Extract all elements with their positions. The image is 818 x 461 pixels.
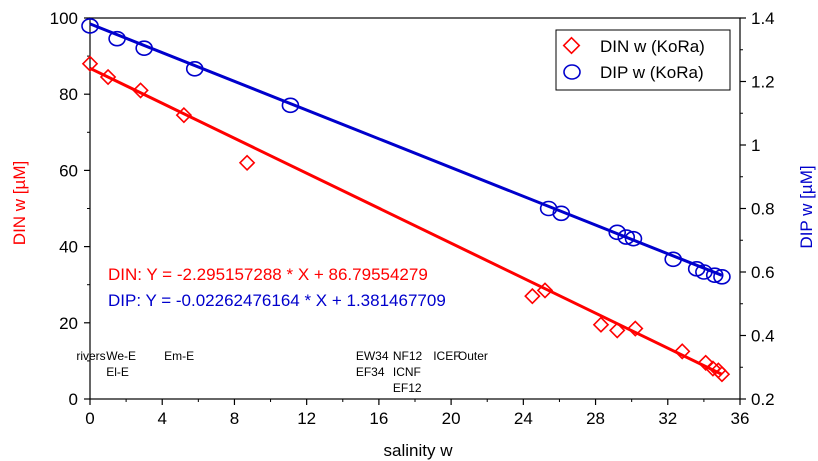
dip-point xyxy=(81,18,99,34)
dip-point xyxy=(695,264,713,280)
y-right-tick-label: 1.2 xyxy=(751,73,775,92)
region-label: rivers xyxy=(76,349,105,363)
y-left-tick-label: 0 xyxy=(69,390,78,409)
dip-point xyxy=(705,267,724,283)
dip-fit-line xyxy=(89,22,723,277)
din-point xyxy=(238,154,256,171)
x-tick-label: 0 xyxy=(85,409,94,428)
region-label-line: NF12 xyxy=(393,349,423,363)
region-label-line: ICEF xyxy=(433,349,460,363)
dip-point xyxy=(108,30,126,47)
din-point xyxy=(592,316,610,333)
dip-point xyxy=(135,40,153,56)
x-tick-label: 16 xyxy=(369,409,388,428)
legend-din-marker xyxy=(562,36,581,55)
x-tick-label: 32 xyxy=(658,409,677,428)
din-point xyxy=(697,354,714,372)
y-right-tick-label: 0.6 xyxy=(751,263,775,282)
dip-point xyxy=(617,229,636,245)
y-left-tick-label: 100 xyxy=(50,9,78,28)
y-right-tick-label: 0.2 xyxy=(751,390,775,409)
legend: DIN w (KoRa) DIP w (KoRa) xyxy=(555,29,731,91)
x-tick-label: 20 xyxy=(442,409,461,428)
y-right-tick-label: 0.4 xyxy=(751,327,775,346)
y-left-tick-label: 40 xyxy=(59,238,78,257)
region-label: Outer xyxy=(458,349,488,363)
region-label-line: EF12 xyxy=(393,381,422,395)
region-label-line: El-E xyxy=(106,365,129,379)
dip-point xyxy=(624,230,643,247)
dip-point xyxy=(664,251,682,268)
x-tick-label: 28 xyxy=(586,409,605,428)
region-label-line: Outer xyxy=(458,349,488,363)
din-point xyxy=(713,366,731,383)
din-equation: DIN: Y = -2.295157288 * X + 86.79554279 xyxy=(108,265,428,284)
region-label-line: rivers xyxy=(76,349,105,363)
markers xyxy=(81,18,731,383)
axes: 0 4 8 12 16 20 24 28 32 36 0 20 40 60 80 100 0.2 0.4 0.6 0.… xyxy=(50,9,775,428)
x-tick-label: 4 xyxy=(157,409,166,428)
din-point xyxy=(524,287,541,305)
din-point xyxy=(99,68,117,86)
y-right-tick-label: 1.4 xyxy=(751,9,775,28)
region-label-line: ICNF xyxy=(393,365,421,379)
x-tick-label: 36 xyxy=(731,409,750,428)
x-tick-label: 12 xyxy=(297,409,316,428)
legend-dip-label: DIP w (KoRa) xyxy=(600,63,704,82)
region-label-line: We-E xyxy=(106,349,136,363)
x-axis-label: salinity w xyxy=(384,441,454,460)
x-tick-label: 8 xyxy=(230,409,239,428)
region-label-line: Em-E xyxy=(164,349,194,363)
legend-box xyxy=(555,29,731,91)
region-label: ICEF xyxy=(433,349,460,363)
region-label: NF12 ICNF EF12 xyxy=(393,349,423,395)
dip-point xyxy=(713,268,731,285)
y-left-tick-label: 60 xyxy=(59,161,78,180)
y-left-tick-label: 80 xyxy=(59,85,78,104)
dip-point xyxy=(185,61,204,77)
y-right-tick-label: 0.8 xyxy=(751,200,775,219)
din-point xyxy=(536,282,554,299)
region-labels: rivers We-E El-E Em-E EW34 EF34 NF12 ICNF EF12 IC… xyxy=(76,349,488,395)
din-point xyxy=(132,82,149,99)
region-label: EW34 EF34 xyxy=(356,349,389,379)
din-point xyxy=(674,343,691,360)
region-label: We-E El-E xyxy=(106,349,136,379)
din-point xyxy=(175,106,193,124)
legend-din-label: DIN w (KoRa) xyxy=(600,37,705,56)
din-point xyxy=(609,322,626,339)
y-left-axis-label: DIN w [µM] xyxy=(10,161,29,245)
dip-point xyxy=(608,224,627,241)
y-right-tick-label: 1 xyxy=(751,136,760,155)
region-label-line: EW34 xyxy=(356,349,389,363)
y-right-axis-label: DIP w [µM] xyxy=(797,165,816,248)
x-tick-label: 24 xyxy=(514,409,533,428)
din-point xyxy=(81,55,99,72)
region-label: Em-E xyxy=(164,349,194,363)
region-label-line: EF34 xyxy=(356,365,385,379)
din-point xyxy=(627,320,644,337)
dip-point xyxy=(281,97,300,114)
y-left-tick-label: 20 xyxy=(59,314,78,333)
dip-equation: DIP: Y = -0.02262476164 * X + 1.38146770… xyxy=(108,291,446,310)
legend-dip-marker xyxy=(563,64,581,80)
dip-point xyxy=(552,205,571,222)
